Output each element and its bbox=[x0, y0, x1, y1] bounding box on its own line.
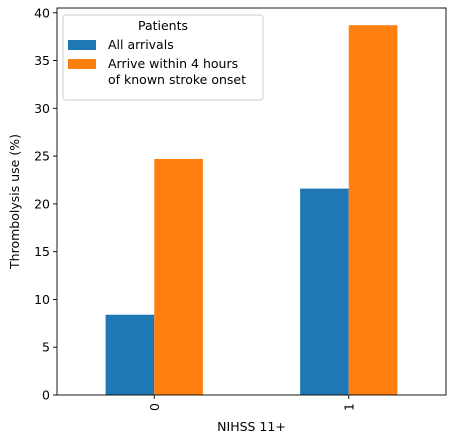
legend-box bbox=[62, 14, 264, 101]
legend-swatch bbox=[68, 40, 96, 50]
x-tick-label: 1 bbox=[341, 403, 356, 411]
y-tick-label: 5 bbox=[42, 340, 50, 355]
legend-label: Arrive within 4 hours of known stroke ons… bbox=[108, 56, 246, 87]
x-axis-label: NIHSS 11+ bbox=[217, 419, 286, 434]
legend-title: Patients bbox=[138, 18, 188, 33]
legend-label: All arrivals bbox=[108, 37, 174, 52]
bar-series-1-cat-1 bbox=[300, 188, 349, 395]
bars-group bbox=[105, 25, 398, 395]
y-tick-label: 20 bbox=[34, 196, 50, 211]
bar-series-2-cat-1 bbox=[348, 25, 398, 395]
bar-series-1-cat-0 bbox=[105, 314, 155, 395]
bar-series-2-cat-0 bbox=[154, 158, 203, 395]
y-tick-label: 15 bbox=[34, 244, 50, 259]
y-tick-label: 40 bbox=[34, 5, 50, 20]
x-tick-label: 0 bbox=[147, 403, 162, 411]
plot-frame bbox=[56, 7, 447, 396]
y-tick-label: 0 bbox=[42, 388, 50, 403]
y-axis-label: Thrombolysis use (%) bbox=[7, 134, 22, 270]
y-tick-label: 25 bbox=[34, 149, 50, 164]
legend-items: All arrivals Arrive within 4 hours of know… bbox=[68, 37, 246, 87]
y-axis: 0 5 10 15 20 25 30 35 40 bbox=[34, 5, 57, 403]
legend: Patients All arrivals Arrive within 4 hou… bbox=[62, 14, 264, 101]
y-tick-label: 30 bbox=[34, 101, 50, 116]
legend-swatch bbox=[68, 59, 96, 69]
y-tick-label: 10 bbox=[34, 292, 50, 307]
y-tick-label: 35 bbox=[34, 53, 50, 68]
